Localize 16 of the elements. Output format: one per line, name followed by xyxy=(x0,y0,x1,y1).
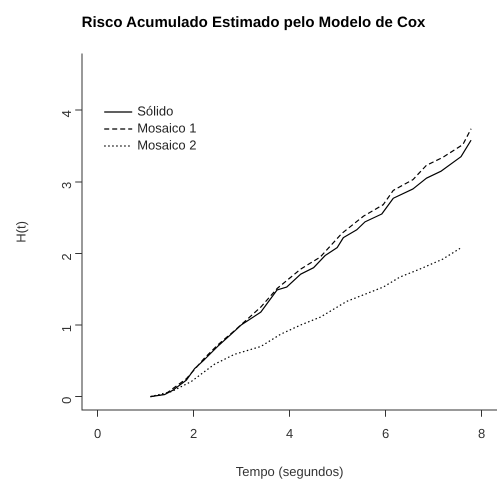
x-tick-label: 4 xyxy=(286,426,294,442)
y-tick-label: 1 xyxy=(58,325,74,332)
chart-title: Risco Acumulado Estimado pelo Modelo de Cox xyxy=(82,14,426,32)
x-axis-title: Tempo (segundos) xyxy=(236,464,344,479)
legend-label: Mosaico 1 xyxy=(137,120,196,136)
x-tick-label: 2 xyxy=(190,426,198,442)
y-tick-label: 3 xyxy=(58,182,74,189)
legend-label: Sólido xyxy=(137,104,174,119)
y-tick-label: 4 xyxy=(58,110,74,118)
y-axis-title: H(t) xyxy=(13,221,28,243)
legend-label: Mosaico 2 xyxy=(137,138,196,153)
x-tick-label: 0 xyxy=(94,426,102,442)
y-tick-label: 0 xyxy=(58,396,74,404)
x-tick-label: 8 xyxy=(478,426,486,442)
y-tick-label: 2 xyxy=(58,253,74,261)
x-tick-label: 6 xyxy=(382,426,390,442)
